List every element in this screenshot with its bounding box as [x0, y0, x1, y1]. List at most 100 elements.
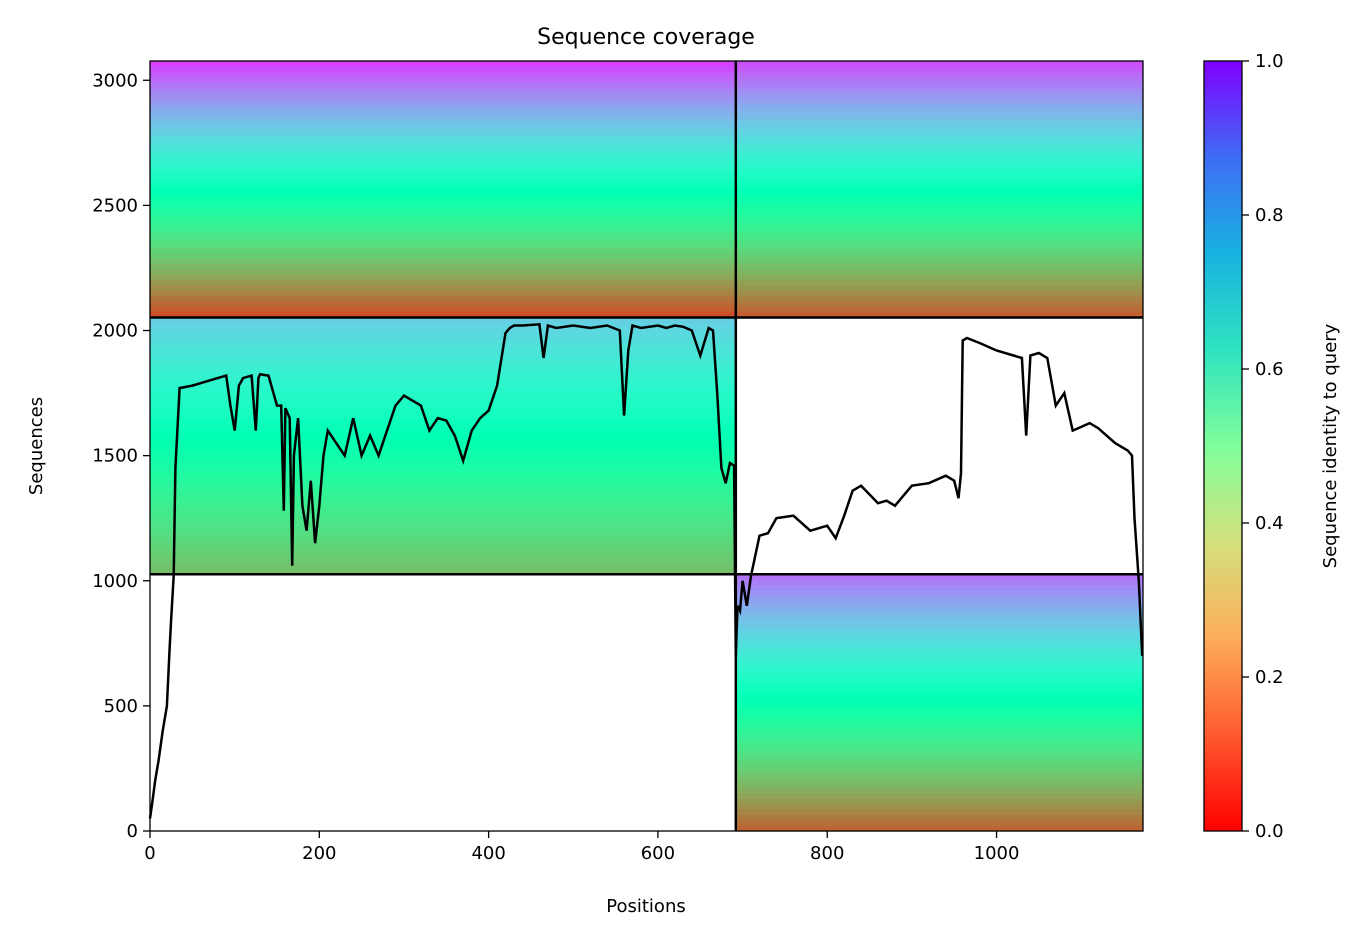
- coverage-band: [735, 61, 1143, 67]
- coverage-blocks: [150, 61, 1143, 832]
- coverage-band: [150, 558, 736, 565]
- coverage-band: [150, 338, 736, 345]
- coverage-band: [735, 173, 1143, 180]
- colorbar-ticks: 0.0 0.2 0.4 0.6 0.8 1.0: [1242, 51, 1284, 842]
- coverage-band: [150, 82, 736, 89]
- coverage-band: [150, 215, 736, 222]
- coverage-band: [735, 274, 1143, 281]
- coverage-band: [735, 702, 1143, 709]
- coverage-band: [735, 611, 1143, 618]
- y-axis-ticks: 0 500 1000 1500 2000 2500 3000: [92, 70, 150, 842]
- coverage-band: [150, 461, 736, 468]
- x-tick-label: 400: [471, 843, 505, 864]
- coverage-band: [150, 290, 736, 297]
- coverage-band: [150, 322, 736, 329]
- coverage-band: [150, 178, 736, 185]
- coverage-band: [735, 809, 1143, 816]
- coverage-band: [150, 494, 736, 500]
- coverage-band: [735, 814, 1143, 821]
- coverage-band: [735, 82, 1143, 89]
- coverage-band: [150, 125, 736, 132]
- coverage-band: [150, 77, 736, 83]
- y-tick-label: 1000: [92, 571, 138, 592]
- coverage-band: [735, 691, 1143, 698]
- coverage-band: [735, 199, 1143, 206]
- coverage-band: [735, 707, 1143, 714]
- coverage-band: [735, 798, 1143, 805]
- coverage-band: [150, 445, 736, 452]
- coverage-band: [735, 782, 1143, 789]
- coverage-band: [150, 403, 736, 410]
- coverage-band: [735, 643, 1143, 650]
- coverage-band: [150, 531, 736, 538]
- coverage-band: [150, 162, 736, 169]
- coverage-band: [735, 71, 1143, 78]
- coverage-band: [735, 189, 1143, 196]
- coverage-band: [150, 515, 736, 522]
- coverage-band: [735, 729, 1143, 736]
- coverage-band: [735, 600, 1143, 607]
- coverage-band: [735, 248, 1143, 254]
- coverage-band: [735, 215, 1143, 222]
- coverage-band: [735, 253, 1143, 260]
- coverage-band: [150, 199, 736, 206]
- coverage-band: [150, 387, 736, 393]
- coverage-band: [150, 114, 736, 121]
- colorbar-tick-label: 0.2: [1255, 667, 1284, 688]
- coverage-band: [150, 194, 736, 201]
- coverage-band: [150, 61, 736, 67]
- coverage-band: [150, 264, 736, 271]
- coverage-band: [735, 820, 1143, 827]
- coverage-band: [150, 109, 736, 116]
- coverage-band: [735, 617, 1143, 623]
- colorbar: 0.0 0.2 0.4 0.6 0.8 1.0 Sequence identity to …: [1203, 51, 1341, 842]
- coverage-band: [735, 221, 1143, 228]
- coverage-band: [735, 226, 1143, 233]
- coverage-band: [150, 536, 736, 543]
- coverage-band: [150, 317, 736, 324]
- coverage-band: [735, 750, 1143, 757]
- coverage-band: [735, 114, 1143, 121]
- coverage-band: [150, 547, 736, 554]
- coverage-band: [150, 381, 736, 388]
- x-tick-label: 200: [302, 843, 336, 864]
- coverage-band: [150, 221, 736, 228]
- y-tick-label: 3000: [92, 70, 138, 91]
- coverage-band: [735, 697, 1143, 704]
- coverage-band: [150, 360, 736, 367]
- coverage-band: [150, 301, 736, 308]
- x-tick-label: 600: [641, 843, 675, 864]
- colorbar-tick-label: 0.8: [1255, 205, 1284, 226]
- coverage-band: [150, 296, 736, 303]
- coverage-band: [735, 87, 1143, 94]
- coverage-band: [150, 210, 736, 217]
- coverage-band: [150, 242, 736, 249]
- coverage-band: [150, 349, 736, 356]
- coverage-band: [150, 71, 736, 78]
- chart-title: Sequence coverage: [537, 25, 755, 50]
- y-tick-label: 2500: [92, 195, 138, 216]
- coverage-band: [150, 231, 736, 238]
- coverage-band: [150, 285, 736, 292]
- coverage-band: [735, 665, 1143, 672]
- coverage-band: [735, 269, 1143, 276]
- coverage-band: [735, 178, 1143, 185]
- coverage-band: [150, 258, 736, 265]
- coverage-band: [150, 451, 736, 458]
- coverage-band: [735, 194, 1143, 201]
- coverage-band: [735, 93, 1143, 100]
- coverage-band: [735, 627, 1143, 634]
- coverage-band: [150, 183, 736, 190]
- coverage-band: [150, 467, 736, 474]
- coverage-band: [735, 103, 1143, 110]
- coverage-band: [735, 654, 1143, 661]
- coverage-band: [735, 777, 1143, 784]
- coverage-band: [150, 98, 736, 105]
- coverage-band: [150, 510, 736, 517]
- colorbar-tick-label: 0.4: [1255, 513, 1284, 534]
- coverage-block: [150, 61, 736, 319]
- coverage-band: [735, 301, 1143, 308]
- coverage-band: [735, 718, 1143, 725]
- coverage-band: [735, 77, 1143, 83]
